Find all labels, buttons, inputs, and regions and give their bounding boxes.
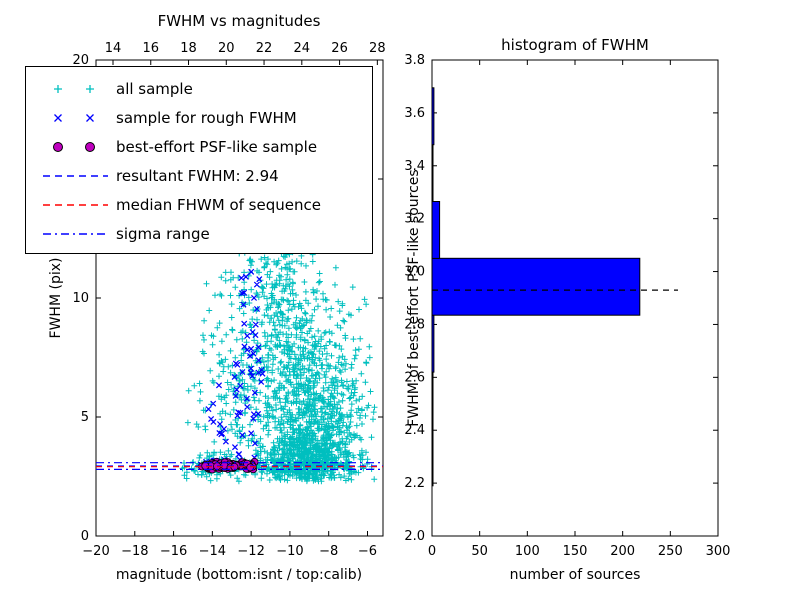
left-plot-xlabel: magnitude (bottom:isnt / top:calib) — [116, 567, 362, 583]
tick-label: −12 — [237, 544, 264, 559]
right-plot-ylabel: FWHM of best-effort PSF-like sources — [406, 169, 422, 426]
tick-label: 250 — [658, 544, 683, 559]
plus-marker-icon — [38, 79, 116, 99]
right-plot-xlabel: number of sources — [510, 567, 641, 583]
tick-label: −14 — [199, 544, 226, 559]
legend-item-label: best-effort PSF-like sample — [116, 137, 318, 156]
legend-marker-x-pair — [54, 113, 94, 122]
axes-layer — [95, 59, 719, 537]
tick-label: 3.0 — [404, 265, 425, 280]
tick-label: 2.6 — [404, 370, 425, 385]
legend-marker-plus-pair — [54, 84, 94, 93]
tick-label: −20 — [82, 544, 109, 559]
tick-label: −10 — [276, 544, 303, 559]
tick-label: 5 — [81, 410, 89, 425]
tick-label: −16 — [160, 544, 187, 559]
tick-label: 26 — [331, 41, 348, 56]
tick-label: 14 — [105, 41, 122, 56]
circle-marker-icon — [38, 137, 116, 157]
tick-label: 100 — [515, 544, 540, 559]
legend-item-median-fwhm: median FHWM of sequence — [26, 190, 372, 219]
legend-item-rough-fwhm: sample for rough FWHM — [26, 103, 372, 132]
legend-item-sigma-range: sigma range — [26, 219, 372, 248]
legend-item-all-sample: all sample — [26, 74, 372, 103]
tick-label: 3.2 — [404, 212, 425, 227]
legend-item-label: resultant FWHM: 2.94 — [116, 166, 279, 185]
tick-label: 0 — [428, 544, 436, 559]
tick-label: 3.6 — [404, 106, 425, 121]
tick-label: −6 — [358, 544, 377, 559]
left-plot-ylabel: FWHM (pix) — [48, 258, 64, 339]
tick-label: 20 — [72, 53, 89, 68]
tick-label: 2.4 — [404, 423, 425, 438]
legend-item-resultant-fwhm: resultant FWHM: 2.94 — [26, 161, 372, 190]
tick-label: 18 — [180, 41, 197, 56]
all-sample-points — [179, 242, 378, 485]
right-plot-title: histogram of FWHM — [501, 36, 649, 54]
text-layer: FWHM vs magnitudes histogram of FWHM mag… — [48, 12, 649, 583]
legend-item-label: median FHWM of sequence — [116, 195, 321, 214]
x-marker-icon — [38, 108, 116, 128]
legend-item-label: sample for rough FWHM — [116, 108, 297, 127]
legend-item-label: all sample — [116, 79, 193, 98]
tick-label: −8 — [319, 544, 338, 559]
left-plot-title: FWHM vs magnitudes — [158, 12, 321, 30]
tick-label: 16 — [142, 41, 159, 56]
tick-label: −18 — [121, 544, 148, 559]
tick-label: 2.8 — [404, 317, 425, 332]
histogram-bars — [431, 87, 641, 487]
tick-label: 2.0 — [404, 529, 425, 544]
tick-label: 300 — [706, 544, 731, 559]
tick-label: 24 — [294, 41, 311, 56]
legend-marker-dashdot-line — [43, 232, 108, 235]
tick-label: 200 — [610, 544, 635, 559]
tick-label: 3.8 — [404, 53, 425, 68]
legend-marker-dashed-line — [43, 203, 108, 206]
tick-label: 22 — [256, 41, 273, 56]
tick-label: 28 — [369, 41, 386, 56]
dashed-line-icon — [38, 195, 116, 215]
fwhm-lines — [96, 462, 383, 470]
tick-label: 20 — [218, 41, 235, 56]
tick-label: 3.4 — [404, 159, 425, 174]
tick-label: 0 — [81, 529, 89, 544]
dashed-line-icon — [38, 166, 116, 186]
tick-label: 50 — [471, 544, 488, 559]
data-layer — [96, 87, 678, 487]
legend: all sample sample for rough FWHM best-ef… — [25, 66, 373, 254]
legend-item-psf-sample: best-effort PSF-like sample — [26, 132, 372, 161]
legend-marker-dashed-line — [43, 174, 108, 177]
tick-label: 150 — [563, 544, 588, 559]
legend-item-label: sigma range — [116, 224, 210, 243]
dashdot-line-icon — [38, 224, 116, 244]
ticks-layer: −20 −18 −16 −14 −12 −10 −8 −6 14 16 18 20 22 24 26 28 0 5… — [72, 41, 730, 559]
tick-label: 2.2 — [404, 476, 425, 491]
tick-label: 10 — [72, 291, 89, 306]
legend-marker-circle-pair — [53, 141, 95, 152]
